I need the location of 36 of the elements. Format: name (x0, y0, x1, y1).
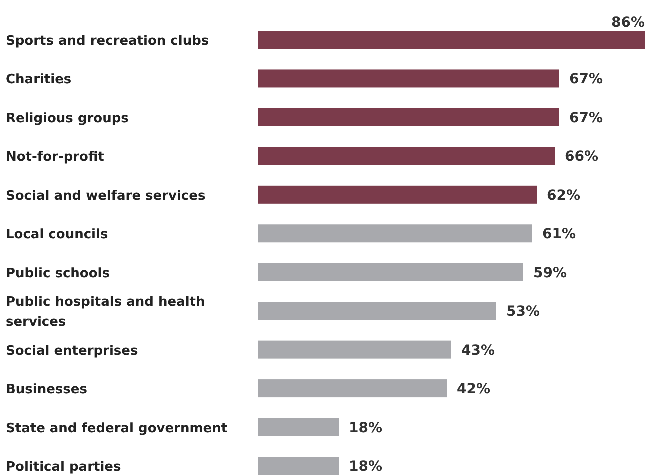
y-tick-label: Charities (6, 72, 72, 88)
data-label: 53% (506, 304, 540, 320)
y-tick-label: Social enterprises (6, 344, 138, 359)
data-label: 61% (542, 226, 576, 243)
data-label: 86% (611, 15, 645, 31)
data-label: 62% (547, 188, 581, 204)
bar (258, 186, 537, 204)
y-tick-label: Social and welfare services (6, 188, 206, 204)
bar (258, 340, 452, 359)
data-label: 67% (570, 110, 604, 126)
y-tick-label: Religious groups (6, 111, 130, 126)
y-tick-label: Political parties (6, 460, 122, 475)
bar (258, 457, 339, 475)
bar (258, 70, 560, 88)
y-tick-label: State and federal government (6, 421, 228, 436)
data-label: 59% (534, 265, 568, 282)
bar (258, 302, 496, 320)
y-tick-label: Businesses (6, 382, 88, 398)
bar (258, 31, 645, 49)
bar (258, 418, 339, 436)
bar (258, 380, 447, 398)
data-label: 18% (349, 459, 383, 475)
y-tick-label: Local councils (6, 228, 108, 243)
bar (258, 108, 560, 126)
data-label: 18% (349, 420, 383, 436)
y-tick-label: Public hospitals and health services (6, 295, 206, 330)
bar (258, 147, 555, 166)
y-tick-label: Public schools (6, 266, 110, 282)
bar (258, 263, 524, 282)
data-label: 43% (462, 342, 496, 359)
y-tick-label: Sports and recreation clubs (6, 34, 210, 49)
bar (258, 224, 532, 243)
y-tick-label: Not-for-profit (6, 150, 104, 166)
data-label: 66% (565, 149, 599, 166)
data-label: 42% (457, 382, 491, 398)
data-label: 67% (570, 72, 604, 88)
